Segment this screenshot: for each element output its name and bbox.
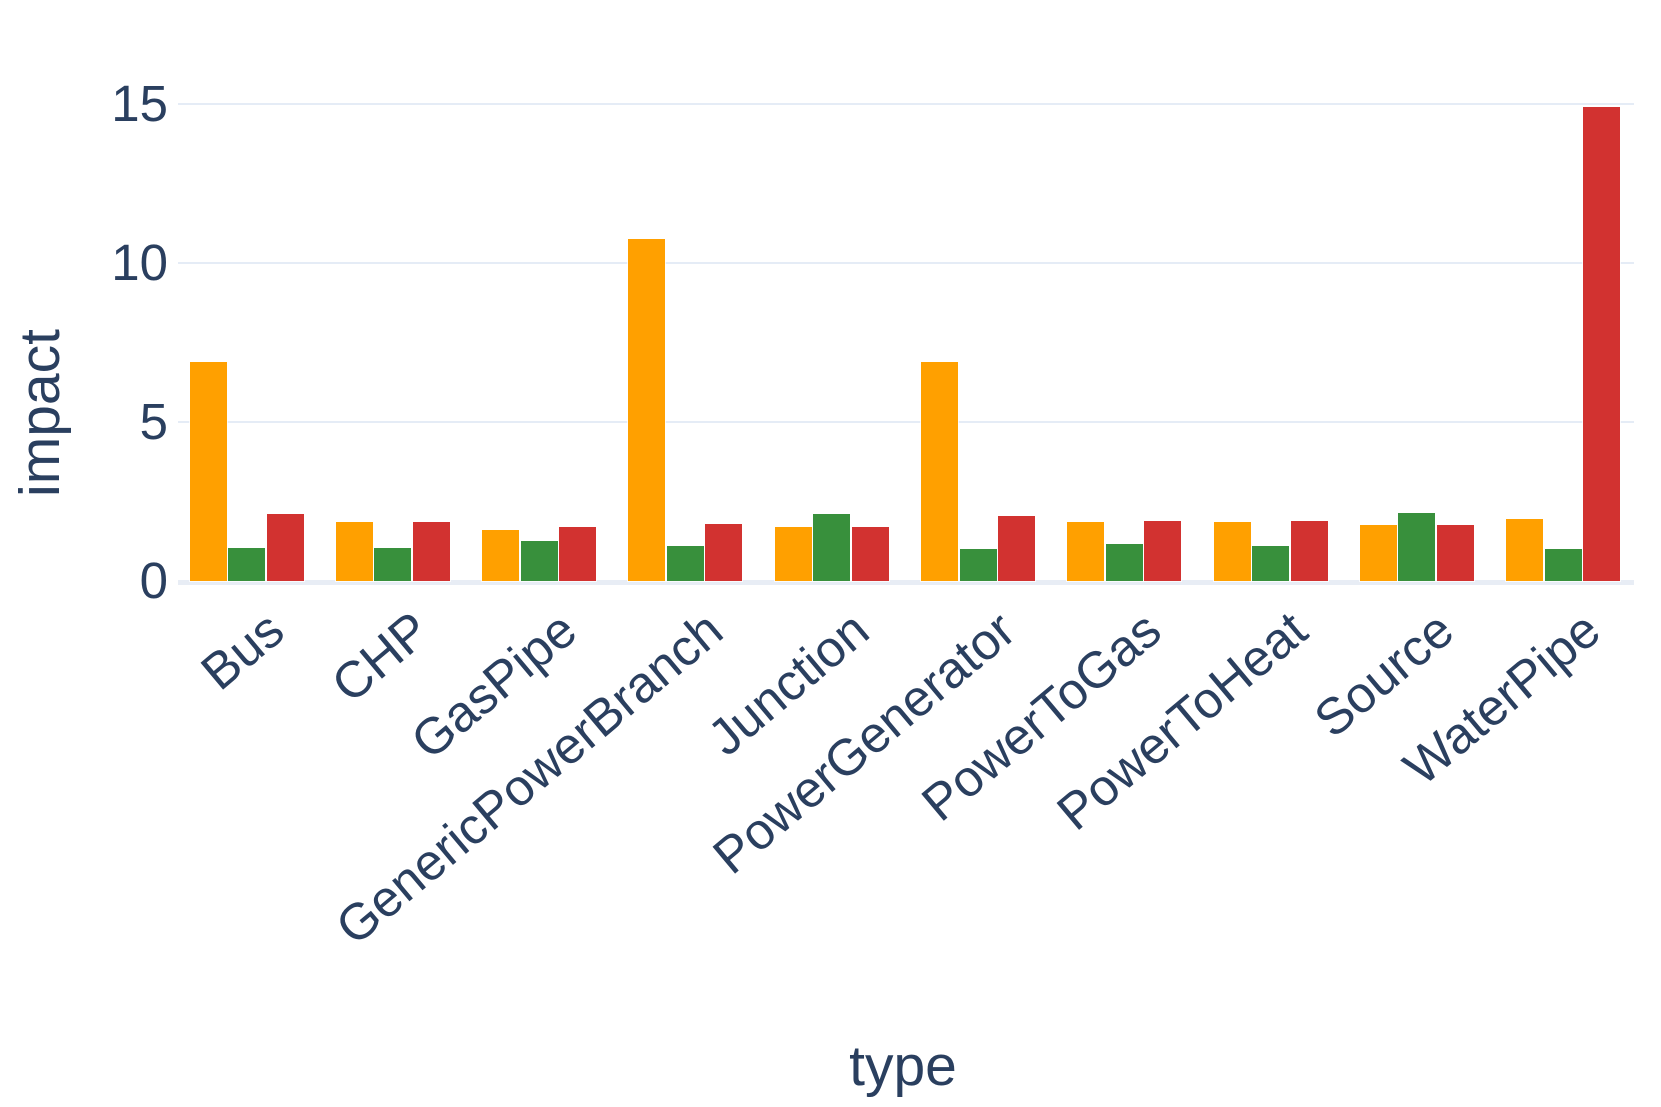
gridline-y5: [178, 421, 1634, 423]
bar-GasPipe-orange[interactable]: [481, 529, 521, 582]
bar-PowerGenerator-red[interactable]: [997, 515, 1036, 582]
bar-PowerToHeat-red[interactable]: [1289, 520, 1329, 582]
x-tick-label-Bus: Bus: [189, 600, 294, 701]
bar-GenericPowerBranch-orange[interactable]: [627, 238, 667, 582]
y-tick-label-10: 10: [111, 234, 168, 291]
bar-WaterPipe-red[interactable]: [1582, 106, 1622, 582]
bar-Junction-orange[interactable]: [773, 526, 813, 582]
bar-Bus-red[interactable]: [265, 513, 305, 582]
bar-PowerToHeat-orange[interactable]: [1212, 521, 1252, 582]
bar-PowerGenerator-green[interactable]: [958, 548, 998, 582]
bar-Bus-orange[interactable]: [188, 361, 228, 582]
bar-GasPipe-green[interactable]: [519, 540, 559, 582]
bar-CHP-red[interactable]: [411, 521, 451, 582]
x-tick-label-CHP: CHP: [321, 600, 441, 714]
bar-GasPipe-red[interactable]: [558, 526, 598, 582]
bar-Junction-red[interactable]: [850, 526, 890, 582]
bar-WaterPipe-orange[interactable]: [1505, 518, 1545, 582]
x-axis-title: type: [849, 1034, 957, 1098]
bar-PowerToHeat-green[interactable]: [1251, 545, 1291, 582]
bar-Junction-green[interactable]: [812, 513, 852, 582]
bar-CHP-green[interactable]: [373, 547, 413, 582]
bar-Source-orange[interactable]: [1358, 524, 1398, 582]
gridline-y10: [178, 262, 1634, 264]
x-axis-zero-line: [178, 580, 1634, 585]
bar-WaterPipe-green[interactable]: [1543, 548, 1583, 582]
bar-CHP-orange[interactable]: [334, 521, 374, 582]
y-tick-label-15: 15: [111, 75, 168, 132]
bar-PowerToGas-orange[interactable]: [1066, 521, 1106, 582]
gridline-y15: [178, 103, 1634, 105]
y-tick-label-5: 5: [139, 393, 168, 450]
bar-Source-red[interactable]: [1435, 524, 1475, 582]
y-tick-label-0: 0: [139, 552, 168, 609]
bar-Bus-green[interactable]: [227, 547, 266, 582]
y-axis-title: impact: [8, 329, 72, 497]
bar-PowerToGas-green[interactable]: [1104, 543, 1144, 582]
bar-GenericPowerBranch-green[interactable]: [665, 545, 705, 582]
bar-PowerToGas-red[interactable]: [1143, 520, 1183, 582]
bar-GenericPowerBranch-red[interactable]: [704, 523, 744, 582]
bar-Source-green[interactable]: [1397, 512, 1437, 582]
bar-PowerGenerator-orange[interactable]: [920, 361, 959, 582]
